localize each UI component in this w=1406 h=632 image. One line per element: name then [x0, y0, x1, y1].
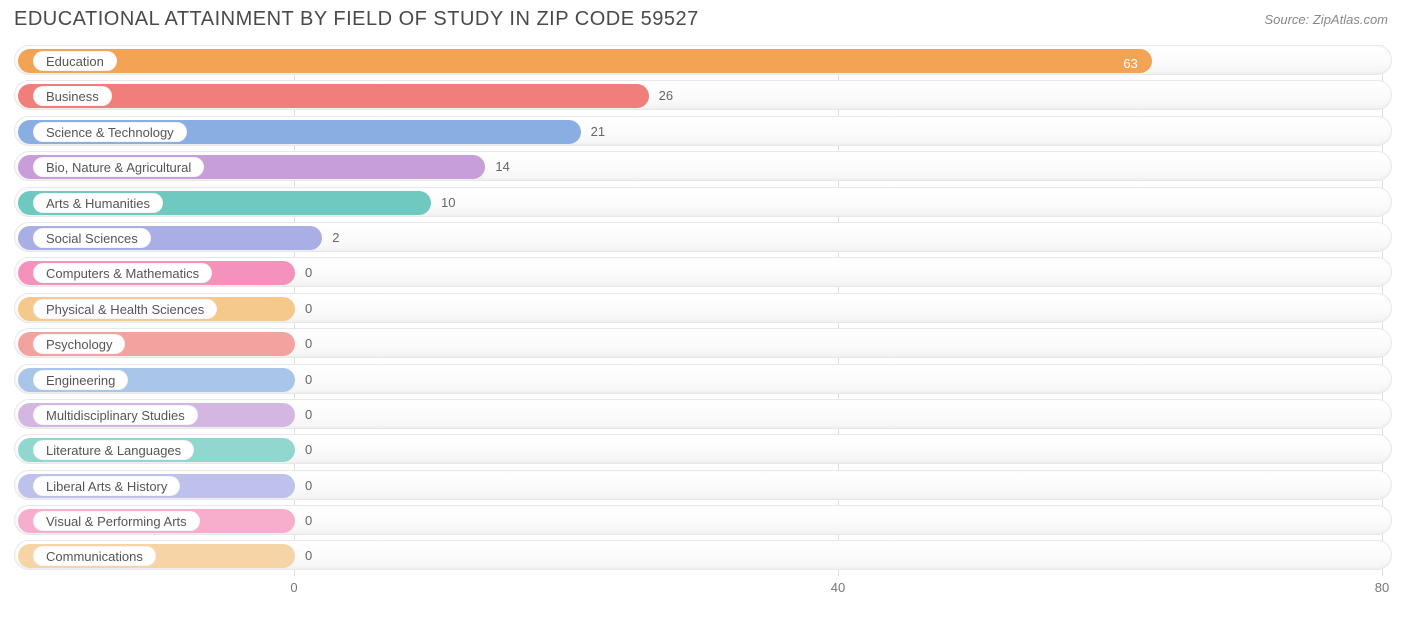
- value-label: 0: [305, 294, 312, 324]
- value-label: 2: [332, 223, 339, 253]
- category-label: Science & Technology: [33, 122, 187, 142]
- bar-row: Multidisciplinary Studies 0: [14, 399, 1392, 429]
- bar-row: Social Sciences 2: [14, 222, 1392, 252]
- category-label: Visual & Performing Arts: [33, 511, 200, 531]
- bar-row: Business 26: [14, 80, 1392, 110]
- bar-row: Arts & Humanities 10: [14, 187, 1392, 217]
- bar-row: Visual & Performing Arts 0: [14, 505, 1392, 535]
- category-label: Bio, Nature & Agricultural: [33, 157, 204, 177]
- x-tick-label: 80: [1375, 580, 1389, 595]
- bar-row: Psychology 0: [14, 328, 1392, 358]
- category-label: Engineering: [33, 370, 128, 390]
- category-label: Social Sciences: [33, 228, 151, 248]
- chart-area: 63EducationBusiness26Science & Technolog…: [0, 35, 1406, 616]
- chart-source: Source: ZipAtlas.com: [1264, 8, 1388, 27]
- x-tick-label: 0: [290, 580, 297, 595]
- category-label: Communications: [33, 546, 156, 566]
- category-label: Arts & Humanities: [33, 193, 163, 213]
- value-label: 21: [591, 117, 605, 147]
- value-label: 0: [305, 506, 312, 536]
- category-label: Psychology: [33, 334, 125, 354]
- chart-header: EDUCATIONAL ATTAINMENT BY FIELD OF STUDY…: [0, 0, 1406, 35]
- value-label: 0: [305, 471, 312, 501]
- category-label: Business: [33, 86, 112, 106]
- x-axis: 0 40 80: [14, 576, 1392, 616]
- chart-title: EDUCATIONAL ATTAINMENT BY FIELD OF STUDY…: [14, 8, 699, 31]
- bar: [18, 84, 649, 108]
- bar-row: Science & Technology 21: [14, 116, 1392, 146]
- value-label: 0: [305, 329, 312, 359]
- value-label: 26: [659, 81, 673, 111]
- bar-row: Computers & Mathematics 0: [14, 257, 1392, 287]
- category-label: Education: [33, 51, 117, 71]
- value-label: 0: [305, 541, 312, 571]
- bar-row: Bio, Nature & Agricultural 14: [14, 151, 1392, 181]
- category-label: Computers & Mathematics: [33, 263, 212, 283]
- chart-plot: 63EducationBusiness26Science & Technolog…: [14, 45, 1392, 570]
- category-label: Multidisciplinary Studies: [33, 405, 198, 425]
- category-label: Literature & Languages: [33, 440, 194, 460]
- bar-row: Liberal Arts & History 0: [14, 470, 1392, 500]
- bar-row: Literature & Languages 0: [14, 434, 1392, 464]
- bar: 63: [18, 49, 1152, 73]
- value-label: 0: [305, 400, 312, 430]
- bar-row: Communications 0: [14, 540, 1392, 570]
- bar-row: Engineering 0: [14, 364, 1392, 394]
- value-label: 63: [1123, 49, 1137, 79]
- category-label: Physical & Health Sciences: [33, 299, 217, 319]
- value-label: 0: [305, 365, 312, 395]
- bar-row: 63Education: [14, 45, 1392, 75]
- value-label: 10: [441, 188, 455, 218]
- x-tick-label: 40: [831, 580, 845, 595]
- value-label: 0: [305, 435, 312, 465]
- value-label: 0: [305, 258, 312, 288]
- value-label: 14: [495, 152, 509, 182]
- bar-row: Physical & Health Sciences 0: [14, 293, 1392, 323]
- category-label: Liberal Arts & History: [33, 476, 180, 496]
